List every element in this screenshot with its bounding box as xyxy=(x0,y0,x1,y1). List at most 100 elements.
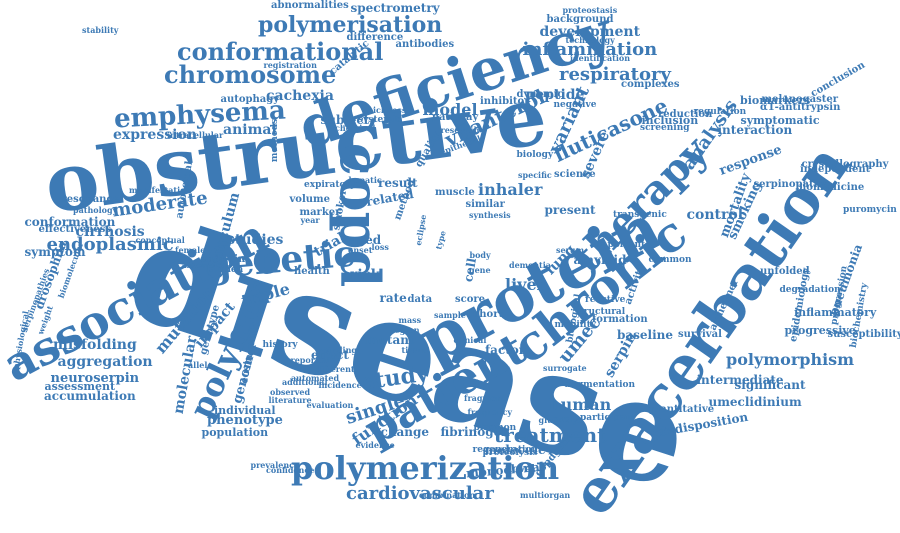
word-history: history xyxy=(262,339,298,350)
word-susceptibility: susceptibility xyxy=(827,329,900,340)
word-reduction: reduction xyxy=(658,109,713,120)
word-subject: subject xyxy=(320,113,370,127)
word-misfolding: misfolding xyxy=(53,337,137,353)
word-polymerization: polymerization xyxy=(291,449,560,487)
word-endoplasmic: endoplasmic xyxy=(46,234,174,255)
word-glu342lys: glu342lys xyxy=(538,415,582,425)
word-evaluation: evaluation xyxy=(306,400,354,410)
word-change: change xyxy=(380,425,430,439)
word-population: population xyxy=(201,425,269,439)
word-studies: studies xyxy=(227,232,284,248)
word-sample: sample xyxy=(434,310,466,320)
word-molecule: molecule xyxy=(484,443,546,457)
word-result: result xyxy=(378,176,418,190)
word-melanogaster: melanogaster xyxy=(761,94,839,105)
word-similar: similar xyxy=(465,199,505,210)
word-present: present xyxy=(544,203,596,217)
word-biomedicine: biomedicine xyxy=(795,182,865,193)
word-independent: independent xyxy=(800,164,871,175)
word-year: year xyxy=(300,215,320,225)
word-formation: formation xyxy=(592,314,648,325)
word-identification: identification xyxy=(570,53,631,63)
word-binding: binding xyxy=(322,345,358,355)
word-amyloid: amyloid xyxy=(573,253,627,267)
word-inclusion: inclusion xyxy=(641,113,699,127)
word-1-antitrypsin: α1-antitrypsin xyxy=(760,102,841,113)
word-abnormalities: abnormalities xyxy=(271,0,349,11)
word-fibrinogen: fibrinogen xyxy=(440,425,510,439)
word-female: female xyxy=(175,245,206,255)
word-individual: individual xyxy=(214,403,276,417)
word-automated: automated xyxy=(291,373,340,383)
word-dynamic: dynamic xyxy=(516,89,564,100)
word-region: region xyxy=(390,325,420,335)
word-degradation: degradation xyxy=(779,284,841,295)
word-endpoint: endpoint xyxy=(200,254,250,265)
word-spectrometry: spectrometry xyxy=(350,1,440,15)
word-animal: animal xyxy=(223,122,277,138)
word-factor: factor xyxy=(485,343,526,357)
word-symptom: symptom xyxy=(24,245,86,259)
word-pathway: pathway xyxy=(432,112,479,123)
word-crystallography: crystallography xyxy=(801,159,889,170)
word-registration: registration xyxy=(263,60,317,70)
word-inhibitor: inhibitor xyxy=(480,96,530,107)
word-autophagy: autophagy xyxy=(220,94,280,105)
word-proteostasis: proteostasis xyxy=(562,5,618,15)
word-negative: negative xyxy=(553,99,597,110)
word-multiorgan: multiorgan xyxy=(520,490,571,500)
word-cardiovascular: cardiovascular xyxy=(346,483,494,504)
word-proteolysis: proteolysis xyxy=(482,447,538,458)
word-combination: combination xyxy=(419,490,476,500)
word-inhaler: inhaler xyxy=(478,180,543,199)
word-allele: allele xyxy=(188,360,213,370)
word-interaction: interaction xyxy=(717,123,793,137)
word-difference: difference xyxy=(346,32,404,43)
word-novel: novel xyxy=(505,464,535,475)
word-progressive: progressive xyxy=(784,323,856,337)
word-intracellular: intracellular xyxy=(167,130,224,140)
word-common: common xyxy=(648,254,692,265)
word-survival: survival xyxy=(678,329,722,340)
word-burden: burden xyxy=(207,264,244,275)
word-confidence: confidence xyxy=(266,465,315,475)
word-volume: volume xyxy=(289,194,331,205)
word-body: body xyxy=(469,250,491,260)
word-expression: expression xyxy=(113,127,197,143)
word-screening: screening xyxy=(640,122,690,133)
word-conformation: conformation xyxy=(24,215,116,229)
word-frequency: frequency xyxy=(467,407,513,417)
word-treatment: treatment xyxy=(494,423,607,447)
word-important: important xyxy=(594,239,646,250)
word-chemical: chemical xyxy=(335,123,376,133)
word-inflammation: inflammation xyxy=(522,39,658,60)
word-evidence: evidence xyxy=(355,440,395,450)
word-unfolded: unfolded xyxy=(760,266,810,277)
word-biology: biology xyxy=(516,149,554,160)
word-model: model xyxy=(422,100,478,119)
word-biomarkers: biomarkers xyxy=(740,93,811,107)
word-data: data xyxy=(407,294,433,305)
word-chromosome: chromosome xyxy=(164,60,337,89)
word-regeneration: regeneration xyxy=(472,444,538,455)
word-onset: onset xyxy=(348,245,373,255)
word-risk: risk xyxy=(350,267,381,283)
word-aggregation: aggregation xyxy=(57,354,153,370)
word-systemic: systemic xyxy=(358,114,402,125)
word-polymorphism: polymorphism xyxy=(726,350,855,369)
word-additional: additional xyxy=(282,377,328,387)
word-dementia: dementia xyxy=(509,260,551,270)
word-inflammatory: inflammatory xyxy=(794,305,877,319)
word-serpinopathy: serpinopathy xyxy=(753,179,827,190)
word-assessment: assessment xyxy=(44,379,116,393)
word-effectiveness: effectiveness xyxy=(38,224,112,235)
word-cachexia: cachexia xyxy=(266,88,334,104)
word-conceptual: conceptual xyxy=(135,235,185,245)
word-plasmon: plasmon xyxy=(473,422,517,433)
word-cohort: cohort xyxy=(466,309,504,320)
word-transgenic: transgenic xyxy=(613,209,667,220)
word-intermediate: intermediate xyxy=(696,373,784,387)
word-tissue: tissue xyxy=(401,345,429,355)
word-rate: rate xyxy=(379,291,407,305)
word-participant: participant xyxy=(580,412,637,423)
